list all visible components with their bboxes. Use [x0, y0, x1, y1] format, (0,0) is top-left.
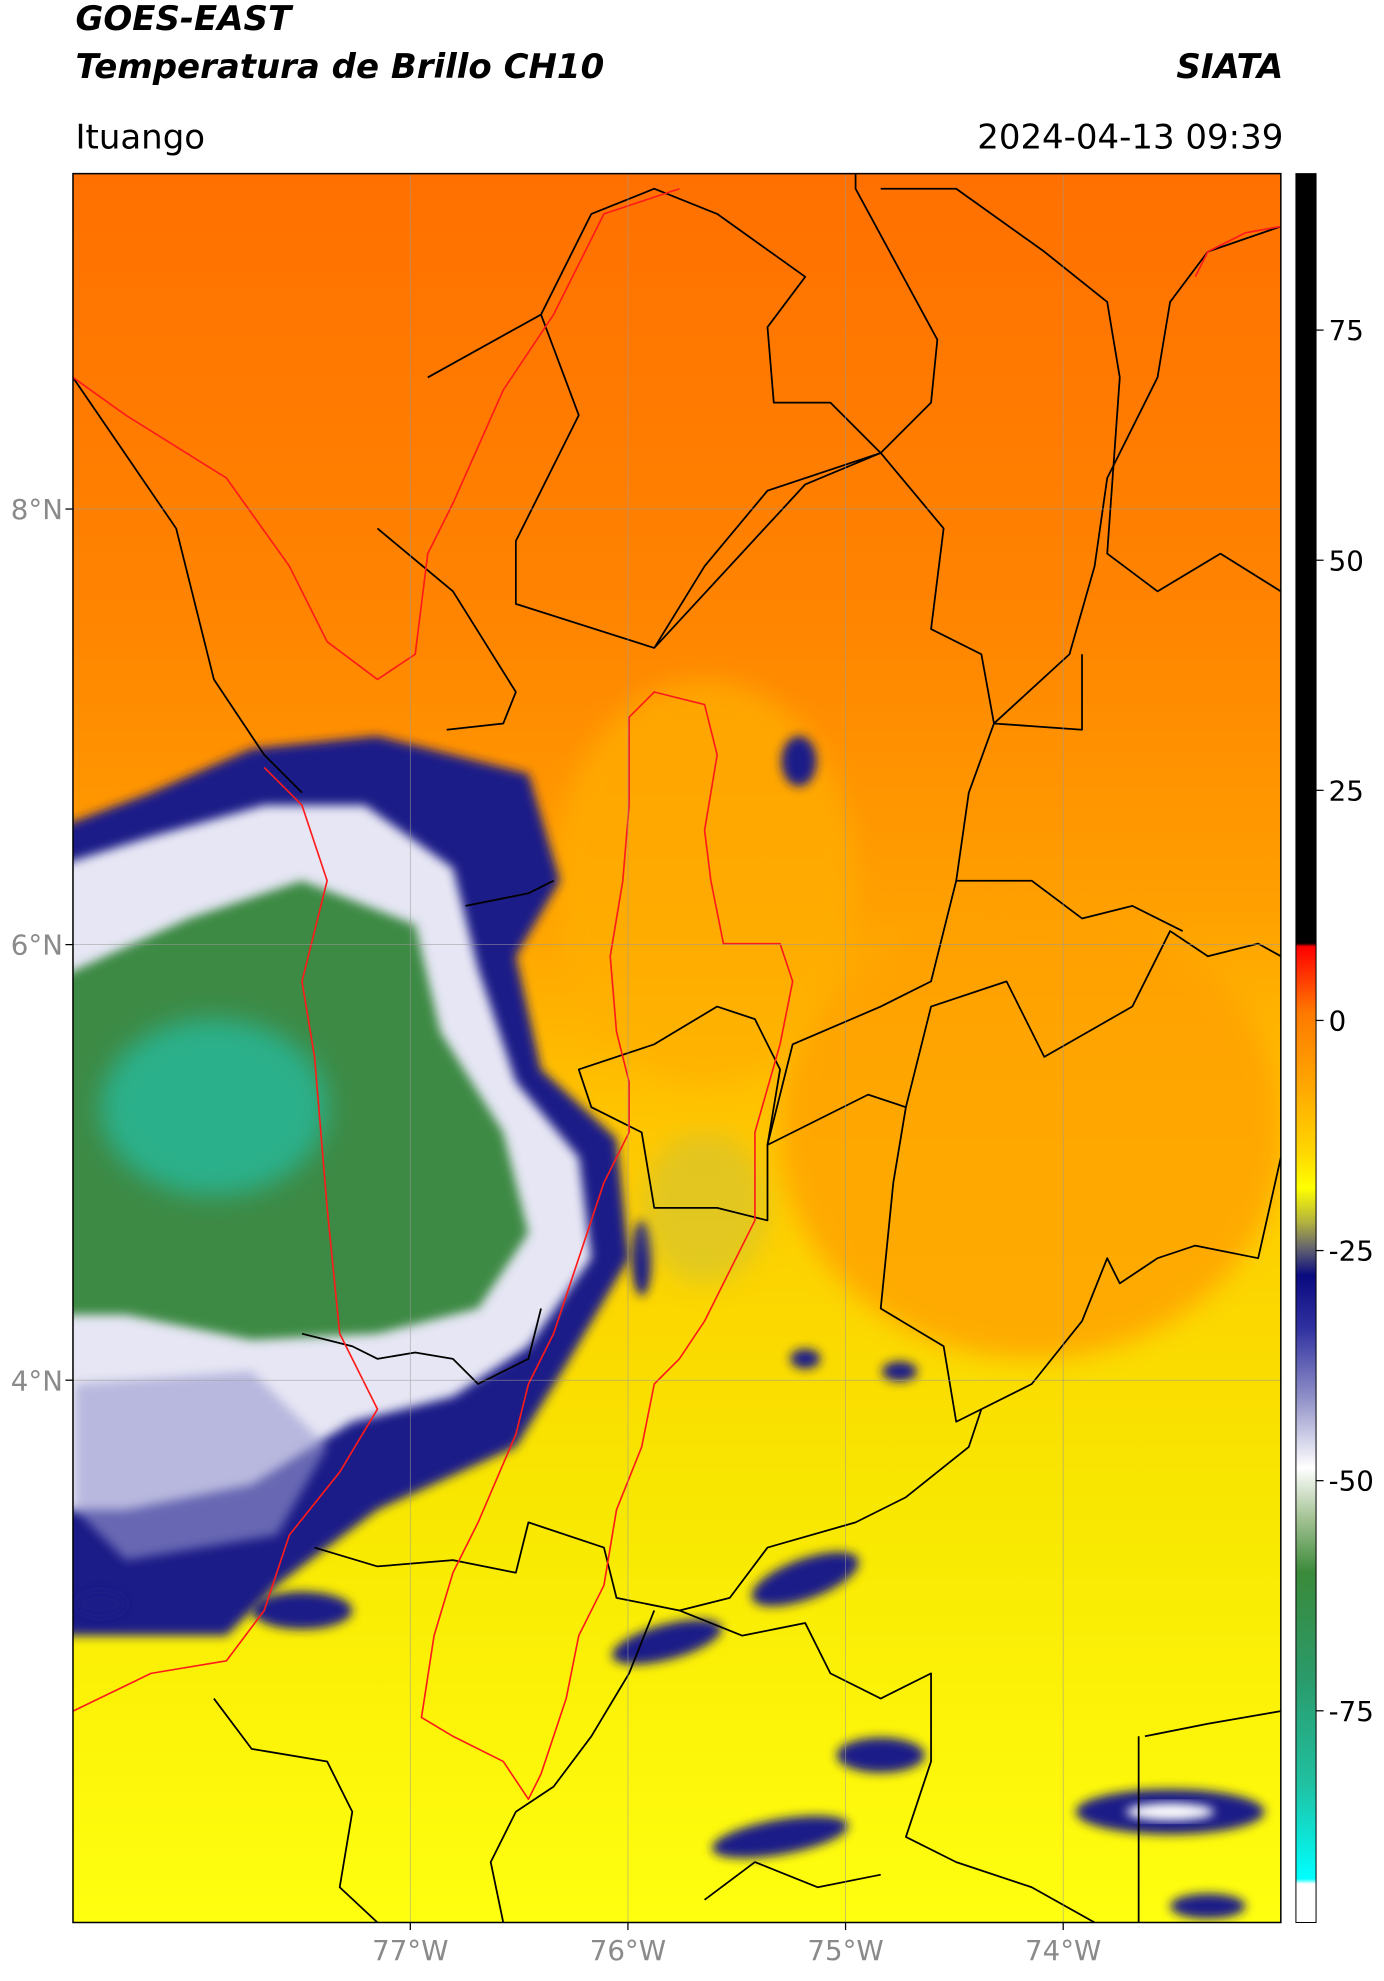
- colorbar-tick-label: 75: [1329, 314, 1364, 347]
- source: SIATA: [1176, 47, 1283, 87]
- map-image: [72, 173, 1281, 1923]
- colorbar-tick-label: 25: [1329, 774, 1364, 807]
- colorbar-tick-label: 50: [1329, 544, 1364, 577]
- title: GOES-EAST: [75, 0, 293, 39]
- y-tick-label: 6°N: [11, 929, 63, 962]
- colorbar-tick-label: -75: [1329, 1695, 1374, 1728]
- x-tick-label: 75°W: [807, 1934, 883, 1967]
- location: Ituango: [75, 117, 205, 157]
- x-tick-label: 77°W: [372, 1934, 448, 1967]
- datetime: 2024-04-13 09:39: [977, 117, 1283, 157]
- colorbar-tick-label: -25: [1329, 1235, 1374, 1268]
- y-tick-label: 8°N: [11, 493, 63, 526]
- colorbar-tick-label: 0: [1329, 1005, 1347, 1038]
- y-tick-label: 4°N: [11, 1364, 63, 1397]
- colorbar: [1295, 173, 1317, 1923]
- x-tick-label: 76°W: [590, 1934, 666, 1967]
- colorbar-tick-label: -50: [1329, 1465, 1374, 1498]
- subtitle: Temperatura de Brillo CH10: [75, 47, 604, 87]
- x-tick-label: 74°W: [1025, 1934, 1101, 1967]
- map-frame: [72, 172, 1282, 1924]
- grid: [72, 173, 1281, 1923]
